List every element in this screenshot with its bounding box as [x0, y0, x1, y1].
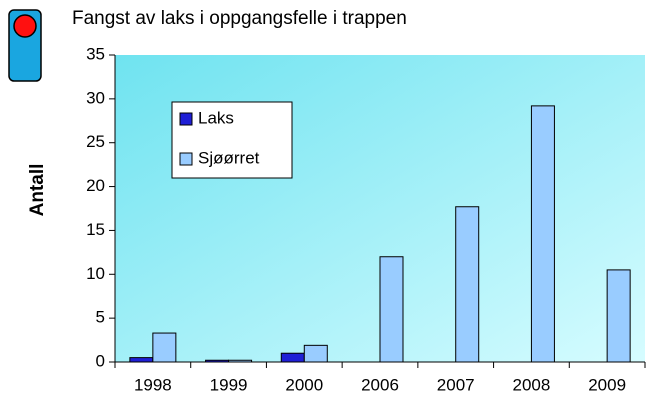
icon — [8, 9, 42, 82]
y-tick-label: 25 — [86, 132, 105, 151]
bar — [280, 352, 305, 363]
x-tick-label: 1999 — [210, 375, 248, 394]
y-tick-label: 15 — [86, 220, 105, 239]
chart-title: Fangst av laks i oppgangsfelle i trappen — [72, 8, 407, 29]
y-axis-label: Antall — [27, 164, 48, 217]
y-tick-label: 10 — [86, 264, 105, 283]
legend-swatch — [179, 112, 193, 126]
y-tick-label: 5 — [96, 308, 105, 327]
bar — [129, 357, 154, 363]
x-tick-label: 2008 — [513, 375, 551, 394]
bar — [530, 105, 555, 363]
legend-swatch — [179, 152, 193, 166]
bar — [606, 269, 631, 363]
y-tick-label: 0 — [96, 351, 105, 370]
bar — [228, 359, 253, 363]
legend-label: Sjøørret — [198, 148, 260, 167]
x-tick-label: 1998 — [134, 375, 172, 394]
legend-label: Laks — [198, 108, 234, 127]
x-tick-label: 2009 — [588, 375, 626, 394]
x-tick-label: 2007 — [437, 375, 475, 394]
y-tick-label: 30 — [86, 88, 105, 107]
y-tick-label: 20 — [86, 176, 105, 195]
y-tick-label: 35 — [86, 44, 105, 63]
bar — [303, 344, 328, 363]
bar — [455, 206, 480, 363]
bar — [205, 359, 230, 363]
x-tick-label: 2006 — [361, 375, 399, 394]
bar — [379, 256, 404, 363]
bar — [152, 332, 177, 363]
x-tick-label: 2000 — [285, 375, 323, 394]
